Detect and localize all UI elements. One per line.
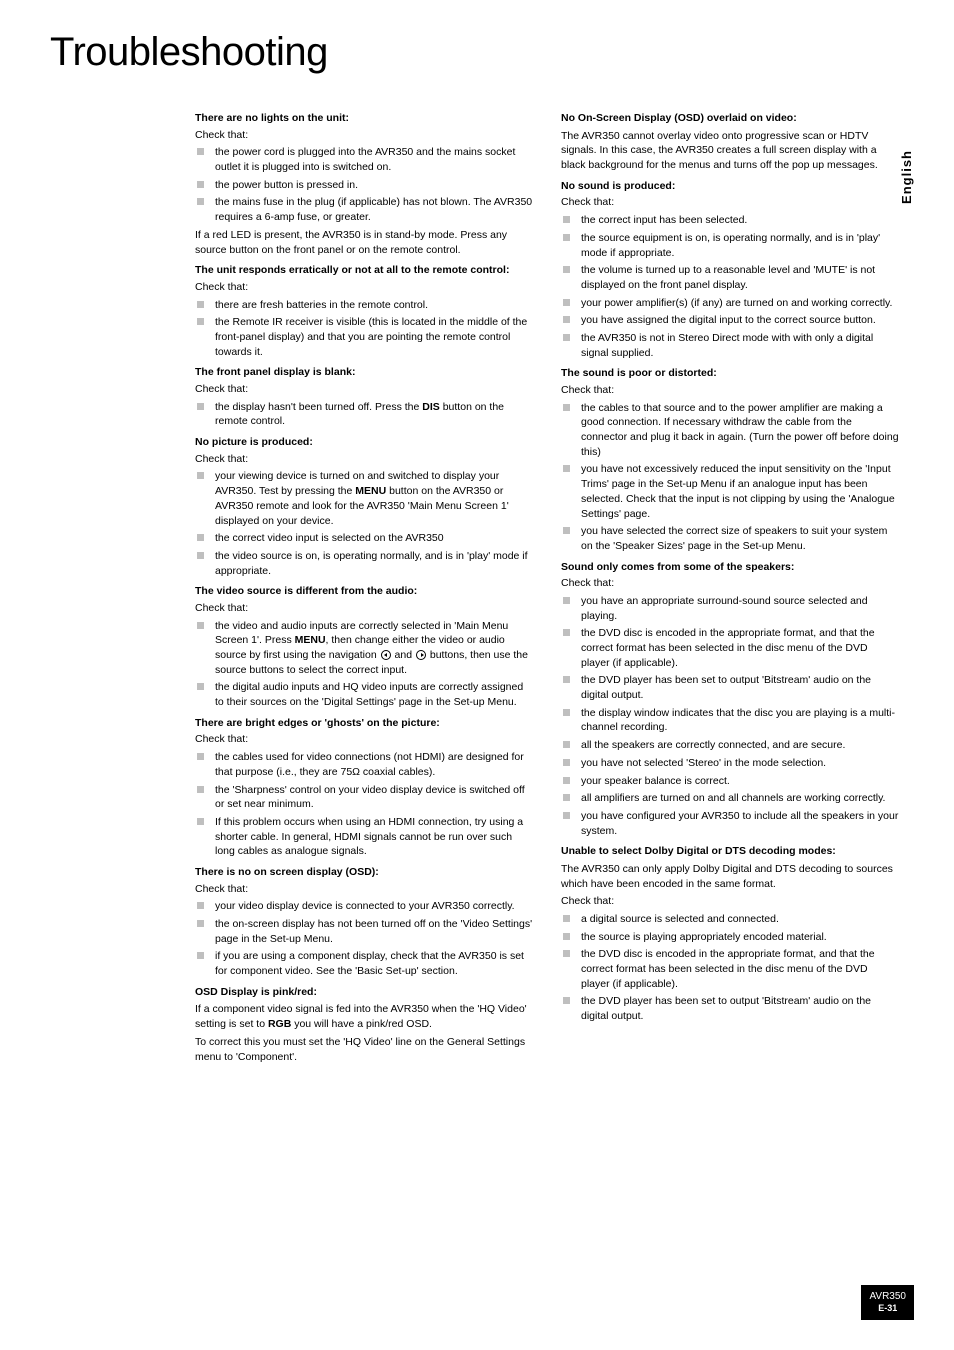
bullet-list: there are fresh batteries in the remote … bbox=[195, 298, 533, 360]
bullet-list: the power cord is plugged into the AVR35… bbox=[195, 145, 533, 224]
list-item: your power amplifier(s) (if any) are tur… bbox=[581, 296, 899, 311]
list-item: the DVD disc is encoded in the appropria… bbox=[581, 626, 899, 670]
bullet-list: the correct input has been selected. the… bbox=[561, 213, 899, 360]
list-item: the display hasn't been turned off. Pres… bbox=[215, 400, 533, 429]
paragraph: The AVR350 cannot overlay video onto pro… bbox=[561, 129, 899, 173]
section-head: The front panel display is blank: bbox=[195, 365, 533, 380]
list-item: If this problem occurs when using an HDM… bbox=[215, 815, 533, 859]
bullet-list: a digital source is selected and connect… bbox=[561, 912, 899, 1024]
list-item: the 'Sharpness' control on your video di… bbox=[215, 783, 533, 812]
nav-left-icon bbox=[381, 650, 391, 660]
list-item: the source equipment is on, is operating… bbox=[581, 231, 899, 260]
check-label: Check that: bbox=[561, 195, 899, 210]
check-label: Check that: bbox=[195, 382, 533, 397]
list-item: all amplifiers are turned on and all cha… bbox=[581, 791, 899, 806]
section-head: The sound is poor or distorted: bbox=[561, 366, 899, 381]
bullet-list: you have an appropriate surround-sound s… bbox=[561, 594, 899, 838]
check-label: Check that: bbox=[195, 601, 533, 616]
footer-model: AVR350 bbox=[869, 1291, 906, 1303]
bullet-list: your viewing device is turned on and swi… bbox=[195, 469, 533, 578]
list-item: there are fresh batteries in the remote … bbox=[215, 298, 533, 313]
section-head: No On-Screen Display (OSD) overlaid on v… bbox=[561, 111, 899, 126]
list-item: the AVR350 is not in Stereo Direct mode … bbox=[581, 331, 899, 360]
footer-page: E-31 bbox=[869, 1303, 906, 1314]
section-head: No picture is produced: bbox=[195, 435, 533, 450]
language-tab: English bbox=[899, 150, 914, 204]
paragraph: If a component video signal is fed into … bbox=[195, 1002, 533, 1031]
section-head: There are bright edges or 'ghosts' on th… bbox=[195, 716, 533, 731]
list-item: the power button is pressed in. bbox=[215, 178, 533, 193]
bullet-list: the display hasn't been turned off. Pres… bbox=[195, 400, 533, 429]
check-label: Check that: bbox=[195, 452, 533, 467]
list-item: your speaker balance is correct. bbox=[581, 774, 899, 789]
list-item: the cables used for video connections (n… bbox=[215, 750, 533, 779]
section-head: No sound is produced: bbox=[561, 179, 899, 194]
footer-badge: AVR350 E-31 bbox=[861, 1285, 914, 1320]
paragraph: The AVR350 can only apply Dolby Digital … bbox=[561, 862, 899, 891]
bullet-list: your video display device is connected t… bbox=[195, 899, 533, 978]
list-item: the source is playing appropriately enco… bbox=[581, 930, 899, 945]
list-item: the power cord is plugged into the AVR35… bbox=[215, 145, 533, 174]
list-item: your video display device is connected t… bbox=[215, 899, 533, 914]
list-item: the volume is turned up to a reasonable … bbox=[581, 263, 899, 292]
page-title: Troubleshooting bbox=[0, 0, 954, 105]
list-item: the digital audio inputs and HQ video in… bbox=[215, 680, 533, 709]
list-item: you have not selected 'Stereo' in the mo… bbox=[581, 756, 899, 771]
list-item: the Remote IR receiver is visible (this … bbox=[215, 315, 533, 359]
list-item: the mains fuse in the plug (if applicabl… bbox=[215, 195, 533, 224]
list-item: you have configured your AVR350 to inclu… bbox=[581, 809, 899, 838]
list-item: the video and audio inputs are correctly… bbox=[215, 619, 533, 678]
section-head: There is no on screen display (OSD): bbox=[195, 865, 533, 880]
check-label: Check that: bbox=[561, 383, 899, 398]
nav-right-icon bbox=[416, 650, 426, 660]
bullet-list: the video and audio inputs are correctly… bbox=[195, 619, 533, 710]
list-item: you have assigned the digital input to t… bbox=[581, 313, 899, 328]
list-item: all the speakers are correctly connected… bbox=[581, 738, 899, 753]
list-item: you have not excessively reduced the inp… bbox=[581, 462, 899, 521]
check-label: Check that: bbox=[561, 576, 899, 591]
list-item: the on-screen display has not been turne… bbox=[215, 917, 533, 946]
paragraph: If a red LED is present, the AVR350 is i… bbox=[195, 228, 533, 257]
section-head: The video source is different from the a… bbox=[195, 584, 533, 599]
list-item: if you are using a component display, ch… bbox=[215, 949, 533, 978]
list-item: your viewing device is turned on and swi… bbox=[215, 469, 533, 528]
check-label: Check that: bbox=[195, 280, 533, 295]
section-head: Sound only comes from some of the speake… bbox=[561, 560, 899, 575]
list-item: you have selected the correct size of sp… bbox=[581, 524, 899, 553]
check-label: Check that: bbox=[195, 128, 533, 143]
list-item: the correct input has been selected. bbox=[581, 213, 899, 228]
list-item: the cables to that source and to the pow… bbox=[581, 401, 899, 460]
section-head: OSD Display is pink/red: bbox=[195, 985, 533, 1000]
bullet-list: the cables to that source and to the pow… bbox=[561, 401, 899, 554]
list-item: the DVD player has been set to output 'B… bbox=[581, 994, 899, 1023]
list-item: you have an appropriate surround-sound s… bbox=[581, 594, 899, 623]
list-item: the display window indicates that the di… bbox=[581, 706, 899, 735]
check-label: Check that: bbox=[195, 882, 533, 897]
right-column: No On-Screen Display (OSD) overlaid on v… bbox=[561, 105, 899, 1067]
list-item: the correct video input is selected on t… bbox=[215, 531, 533, 546]
check-label: Check that: bbox=[195, 732, 533, 747]
left-column: There are no lights on the unit: Check t… bbox=[195, 105, 533, 1067]
list-item: the DVD player has been set to output 'B… bbox=[581, 673, 899, 702]
section-head: There are no lights on the unit: bbox=[195, 111, 533, 126]
list-item: a digital source is selected and connect… bbox=[581, 912, 899, 927]
section-head: Unable to select Dolby Digital or DTS de… bbox=[561, 844, 899, 859]
check-label: Check that: bbox=[561, 894, 899, 909]
content-columns: There are no lights on the unit: Check t… bbox=[0, 105, 954, 1067]
paragraph: To correct this you must set the 'HQ Vid… bbox=[195, 1035, 533, 1064]
section-head: The unit responds erratically or not at … bbox=[195, 263, 533, 278]
list-item: the video source is on, is operating nor… bbox=[215, 549, 533, 578]
list-item: the DVD disc is encoded in the appropria… bbox=[581, 947, 899, 991]
bullet-list: the cables used for video connections (n… bbox=[195, 750, 533, 859]
